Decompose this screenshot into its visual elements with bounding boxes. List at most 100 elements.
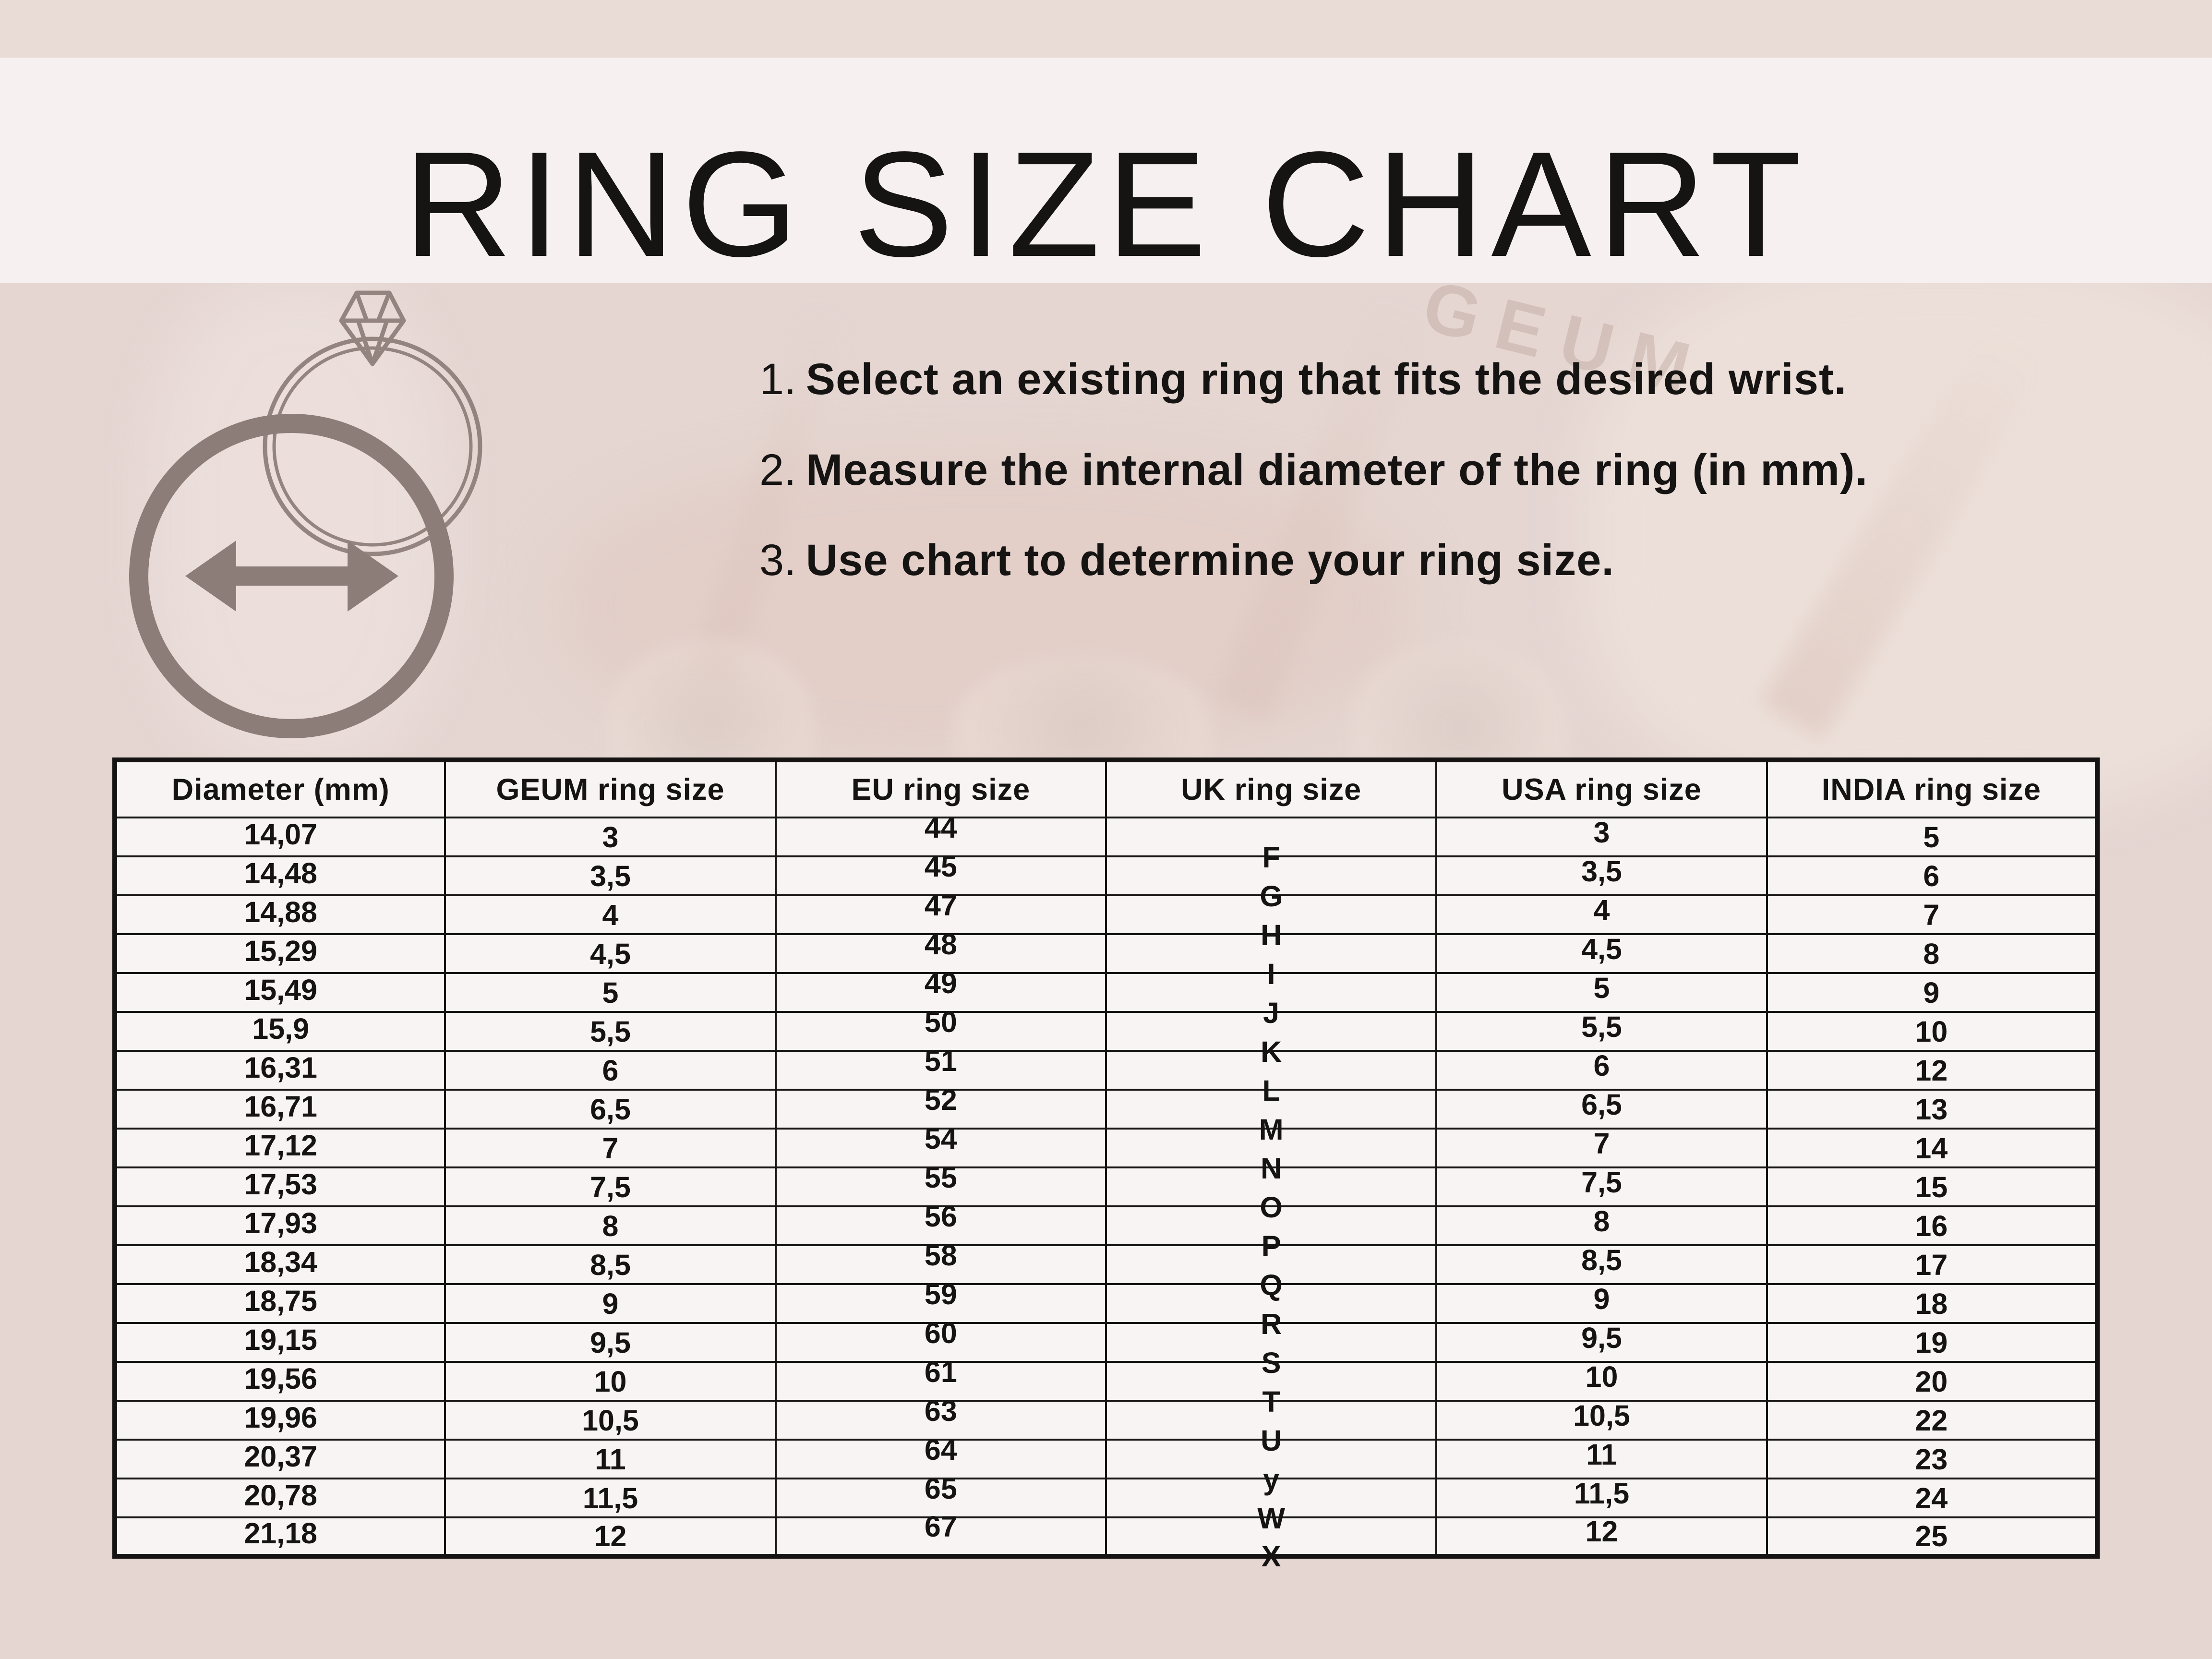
instruction-number: 2. [759, 445, 796, 494]
table-row: 15,49 5 49 J 5 9 [113, 967, 2099, 1029]
table-cell: 5 [444, 972, 777, 1013]
table-cell: 6,5 [444, 1089, 777, 1130]
table-cell: 7 [444, 1128, 777, 1168]
table-cell: 19,56 [113, 1361, 446, 1402]
table-cell: 14,07 [113, 817, 446, 857]
table-cell: 6 [1766, 855, 2099, 896]
table-cell: 8 [1435, 1205, 1768, 1246]
instruction-text: Measure the internal diameter of the rin… [805, 445, 1868, 494]
table-row: 19,96 10,5 63 U 10,5 22 [113, 1395, 2099, 1457]
table-cell: T [1105, 1361, 1438, 1418]
page-title: RING SIZE CHART [404, 121, 1808, 288]
header-usa-ring-size: USA ring size [1435, 759, 1768, 818]
instruction-item: 2. Measure the internal diameter of the r… [759, 445, 1868, 494]
table-cell: 17,53 [113, 1166, 446, 1207]
table-cell: 7 [1435, 1127, 1768, 1168]
table-cell: 15,9 [113, 1011, 446, 1052]
diameter-arrow-icon [129, 414, 454, 738]
table-cell: 9 [1766, 972, 2099, 1013]
table-cell: S [1105, 1322, 1438, 1379]
table-cell: 3,5 [444, 855, 777, 896]
table-cell: 12 [1435, 1515, 1768, 1557]
instruction-item: 3. Use chart to determine your ring size. [759, 537, 1868, 584]
table-cell: y [1105, 1439, 1438, 1496]
table-row: 17,93 8 56 P 8 16 [113, 1200, 2099, 1262]
table-cell: W [1105, 1478, 1438, 1535]
table-row: 16,31 6 51 L 6 12 [113, 1045, 2099, 1107]
table-cell: 25 [1766, 1516, 2099, 1557]
header-eu-ring-size: EU ring size [774, 759, 1107, 818]
header-diameter-mm: Diameter (mm) [113, 759, 446, 818]
table-cell: 19 [1766, 1322, 2099, 1363]
table-cell: 56 [774, 1200, 1107, 1246]
table-cell: I [1105, 933, 1438, 990]
header-geum-ring-size: GEUM ring size [444, 759, 777, 818]
table-cell: 45 [774, 850, 1107, 896]
table-cell: 59 [774, 1278, 1107, 1324]
table-cell: 7,5 [444, 1166, 777, 1207]
table-cell: O [1105, 1166, 1438, 1224]
table-cell: 67 [774, 1510, 1107, 1557]
table-cell: 3 [1435, 816, 1768, 857]
table-cell: 5,5 [444, 1011, 777, 1052]
table-cell: 6,5 [1435, 1088, 1768, 1130]
table-row: 15,9 5,5 50 K 5,5 10 [113, 1006, 2099, 1068]
table-cell: 49 [774, 967, 1107, 1013]
table-cell: 15,29 [113, 933, 446, 974]
table-cell: 20,78 [113, 1478, 446, 1518]
table-cell: 4 [1435, 894, 1768, 935]
table-cell: 12 [444, 1516, 777, 1557]
table-cell: 8 [1766, 933, 2099, 974]
header-india-ring-size: INDIA ring size [1766, 759, 2099, 818]
table-row: 21,18 12 67 X 12 25 [113, 1510, 2099, 1573]
table-cell: M [1105, 1089, 1438, 1146]
table-cell: G [1105, 855, 1438, 913]
table-cell: 10,5 [1435, 1399, 1768, 1441]
table-row: 18,34 8,5 58 Q 8,5 17 [113, 1239, 2099, 1301]
table-cell: 17,12 [113, 1128, 446, 1168]
table-cell: 47 [774, 889, 1107, 935]
table-cell: 65 [774, 1472, 1107, 1518]
table-cell: 24 [1766, 1478, 2099, 1518]
table-cell: 52 [774, 1083, 1107, 1130]
table-cell: 54 [774, 1122, 1107, 1168]
table-cell: 50 [774, 1006, 1107, 1052]
table-cell: X [1105, 1516, 1438, 1573]
table-row: 20,37 11 64 y 11 23 [113, 1433, 2099, 1496]
diamond-ring-icon [129, 290, 482, 738]
table-cell: 10 [1766, 1011, 2099, 1052]
table-cell: 9 [444, 1283, 777, 1324]
header-uk-ring-size: UK ring size [1105, 759, 1438, 818]
table-cell: 16,71 [113, 1089, 446, 1130]
top-strip [0, 0, 2212, 58]
table-cell: 16 [1766, 1205, 2099, 1246]
instruction-number: 3. [759, 536, 796, 585]
table-cell: 6 [1435, 1049, 1768, 1091]
table-cell: 5 [1435, 972, 1768, 1013]
table-row: 14,88 4 47 H 4 7 [113, 889, 2099, 951]
instruction-number: 1. [759, 355, 796, 404]
table-cell: 10 [1435, 1360, 1768, 1402]
table-cell: 23 [1766, 1439, 2099, 1479]
table-row: 14,07 3 44 F 3 5 [113, 811, 2099, 874]
table-cell: 11,5 [444, 1478, 777, 1518]
instruction-item: 1. Select an existing ring that fits the … [759, 356, 1868, 403]
table-cell: 8,5 [444, 1244, 777, 1285]
table-cell: 15 [1766, 1166, 2099, 1207]
instruction-text: Select an existing ring that fits the de… [805, 355, 1847, 404]
ring-size-table: Diameter (mm) GEUM ring size EU ring siz… [112, 757, 2100, 1573]
table-cell: U [1105, 1400, 1438, 1457]
table-cell: 11 [444, 1439, 777, 1479]
table-row: 19,15 9,5 60 S 9,5 19 [113, 1317, 2099, 1379]
table-cell: 3,5 [1435, 855, 1768, 896]
table-cell: 5,5 [1435, 1010, 1768, 1052]
table-cell: 48 [774, 928, 1107, 974]
table-cell: 16,31 [113, 1050, 446, 1091]
table-cell: 20,37 [113, 1439, 446, 1479]
table-cell: 7,5 [1435, 1166, 1768, 1207]
table-cell: 44 [774, 811, 1107, 857]
table-cell: 9,5 [444, 1322, 777, 1363]
table-cell: 19,96 [113, 1400, 446, 1441]
table-cell: 15,49 [113, 972, 446, 1013]
table-row: 14,48 3,5 45 G 3,5 6 [113, 850, 2099, 913]
